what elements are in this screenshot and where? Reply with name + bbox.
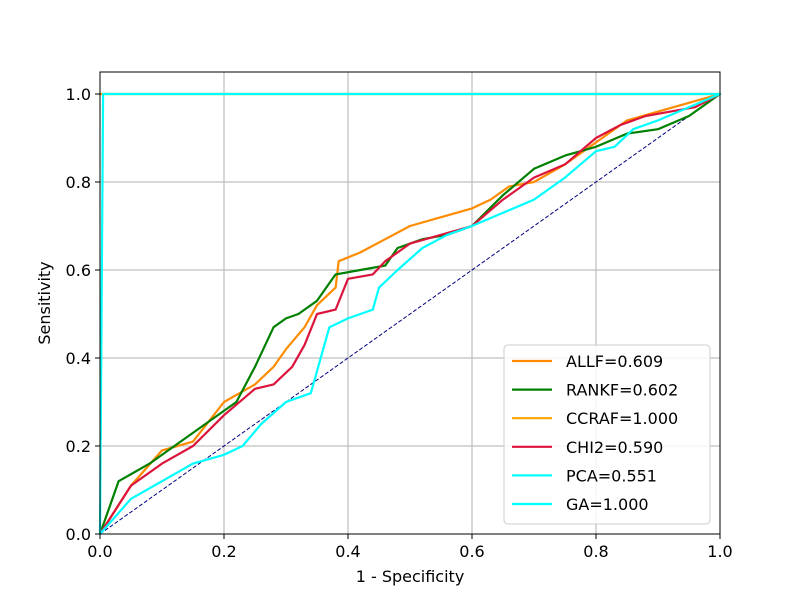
x-tick-label: 1.0 [707, 542, 732, 561]
y-tick-label: 0.2 [66, 437, 91, 456]
legend-label-5: GA=1.000 [566, 495, 649, 514]
y-ticks: 0.0 0.2 0.4 0.6 0.8 1.0 [66, 85, 100, 544]
series-line-4 [98, 92, 722, 536]
y-axis-label: Sensitivity [35, 261, 54, 344]
x-tick-label: 0.8 [583, 542, 608, 561]
y-tick-label: 0.4 [66, 349, 91, 368]
x-tick-label: 0.0 [87, 542, 112, 561]
legend-label-0: ALLF=0.609 [566, 352, 663, 371]
series-line-0 [98, 92, 722, 536]
plot-frame [99, 71, 721, 535]
x-tick-label: 0.6 [459, 542, 484, 561]
legend-label-3: CHI2=0.590 [566, 438, 663, 457]
series-line-3 [98, 92, 722, 536]
grid [99, 72, 721, 535]
series-line-5 [98, 92, 722, 536]
y-tick-label: 0.0 [66, 525, 91, 544]
series-lines [98, 92, 722, 536]
legend-label-2: CCRAF=1.000 [566, 409, 678, 428]
legend-label-1: RANKF=0.602 [566, 381, 678, 400]
legend-label-4: PCA=0.551 [566, 466, 657, 485]
y-tick-label: 1.0 [66, 85, 91, 104]
y-tick-label: 0.8 [66, 173, 91, 192]
legend-box [503, 344, 711, 525]
x-tick-label: 0.2 [211, 542, 236, 561]
y-tick-label: 0.6 [66, 261, 91, 280]
series-line-1 [98, 92, 722, 536]
legend: ALLF=0.609 RANKF=0.602 CCRAF=1.000 CHI2=0.5… [503, 344, 711, 525]
x-tick-label: 0.4 [335, 542, 360, 561]
x-axis-label: 1 - Specificity [356, 567, 465, 586]
x-ticks: 0.0 0.2 0.4 0.6 0.8 1.0 [87, 534, 733, 561]
